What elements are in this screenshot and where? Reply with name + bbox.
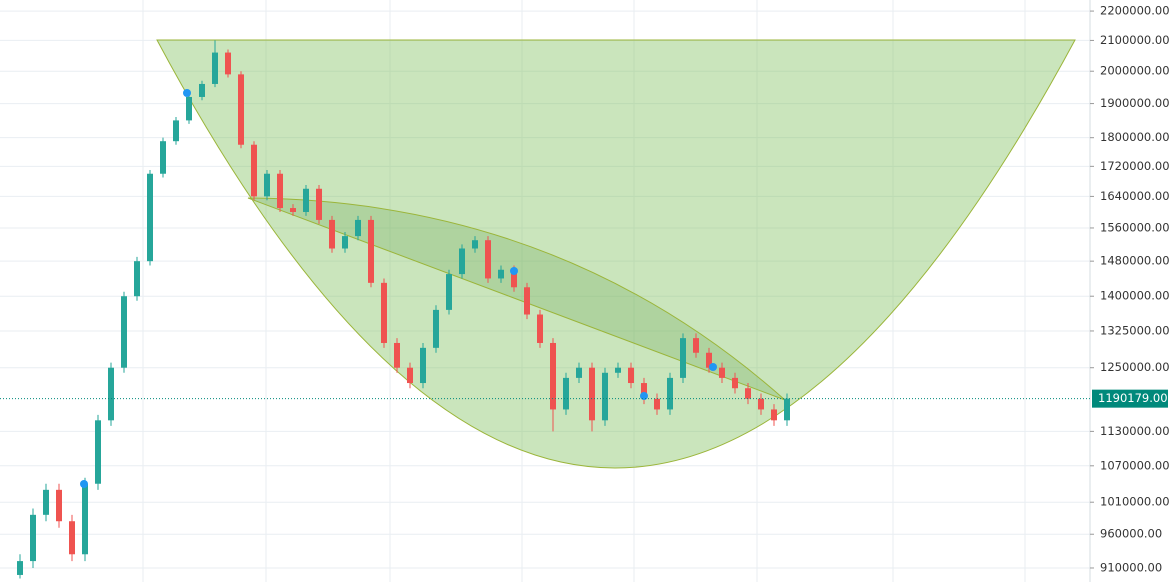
- y-tick-label: 1900000.00: [1100, 96, 1170, 110]
- marker: [640, 392, 648, 400]
- candle-body: [407, 367, 413, 384]
- candle-body: [667, 377, 673, 410]
- y-tick-label: 1325000.00: [1100, 323, 1170, 337]
- candle-body: [69, 521, 75, 555]
- candle-body: [589, 367, 595, 421]
- y-tick-label: 1010000.00: [1100, 495, 1170, 509]
- candle-body: [472, 240, 478, 249]
- y-tick-label: 2000000.00: [1100, 64, 1170, 78]
- candle-body: [134, 261, 140, 297]
- marker: [510, 267, 518, 275]
- candle-body: [771, 409, 777, 421]
- candle-body: [420, 347, 426, 384]
- candle-body: [537, 314, 543, 343]
- candle-body: [56, 489, 62, 522]
- candle-body: [251, 144, 257, 197]
- candle-body: [459, 248, 465, 275]
- candle-body: [680, 338, 686, 378]
- y-tick-label: 1130000.00: [1100, 424, 1170, 438]
- candle-body: [238, 74, 244, 145]
- y-tick-label: 1480000.00: [1100, 254, 1170, 268]
- candle-body: [316, 188, 322, 220]
- y-tick-label: 910000.00: [1100, 560, 1162, 574]
- axis-labels: 2200000.00 2100000.00 2000000.00 1900000.00…: [1090, 4, 1170, 574]
- candle-body: [264, 173, 270, 197]
- candle-body: [706, 352, 712, 368]
- candle-body: [732, 377, 738, 389]
- y-tick-label: 1070000.00: [1100, 458, 1170, 472]
- candle-body: [784, 398, 790, 421]
- marker: [709, 363, 717, 371]
- candle-body: [95, 420, 101, 484]
- y-tick-label: 2200000.00: [1100, 4, 1170, 18]
- y-tick-label: 2100000.00: [1100, 33, 1170, 47]
- candle-body: [368, 219, 374, 283]
- candle-body: [199, 83, 205, 97]
- candle-body: [277, 173, 283, 209]
- candle-body: [576, 367, 582, 378]
- y-tick-label: 1250000.00: [1100, 360, 1170, 374]
- y-tick-label: 1800000.00: [1100, 130, 1170, 144]
- candle-body: [329, 219, 335, 249]
- candle-body: [745, 388, 751, 399]
- candle-body: [758, 398, 764, 410]
- candle-body: [82, 483, 88, 555]
- candle-body: [394, 342, 400, 368]
- candle-body: [628, 367, 634, 384]
- candle-body: [30, 514, 36, 562]
- candle-body: [446, 274, 452, 310]
- candle-body: [511, 269, 517, 288]
- lens-drawing: [247, 197, 786, 401]
- y-tick-label: 1400000.00: [1100, 289, 1170, 303]
- marker: [183, 89, 191, 97]
- price-axis: [1090, 0, 1170, 582]
- candle-body: [615, 367, 621, 373]
- candle-body: [225, 52, 231, 75]
- cup-drawing: [156, 39, 1076, 469]
- candle-body: [290, 208, 296, 212]
- candle-body: [524, 287, 530, 315]
- candle-body: [342, 236, 348, 249]
- candle-body: [355, 219, 361, 237]
- candle-body: [563, 377, 569, 410]
- candle-body: [550, 342, 556, 410]
- candle-body: [381, 282, 387, 343]
- markers: [80, 89, 717, 488]
- candle-body: [121, 296, 127, 368]
- candle-body: [160, 141, 166, 174]
- marker: [80, 480, 88, 488]
- candle-body: [147, 173, 153, 262]
- candle-body: [485, 240, 491, 279]
- candle-body: [43, 489, 49, 515]
- candle-body: [212, 52, 218, 84]
- candles: [17, 40, 790, 579]
- h-grid: [0, 10, 1090, 569]
- last-price-box: [1092, 389, 1168, 408]
- y-tick-label: 1560000.00: [1100, 220, 1170, 234]
- v-grid: [142, 0, 1026, 582]
- y-tick-label: 960000.00: [1100, 527, 1162, 541]
- candle-body: [719, 367, 725, 378]
- candle-body: [108, 367, 114, 421]
- candle-body: [17, 561, 23, 575]
- y-tick-label: 1640000.00: [1100, 189, 1170, 203]
- y-tick-label: 1720000.00: [1100, 159, 1170, 173]
- candle-body: [641, 383, 647, 399]
- candle-body: [693, 338, 699, 353]
- candle-body: [173, 120, 179, 142]
- candle-body: [654, 398, 660, 410]
- last-price-label: 1190179.00: [1098, 391, 1168, 405]
- candle-body: [433, 309, 439, 348]
- candle-body: [186, 96, 192, 121]
- candle-body: [498, 269, 504, 279]
- candle-body: [303, 188, 309, 212]
- candle-body: [602, 372, 608, 421]
